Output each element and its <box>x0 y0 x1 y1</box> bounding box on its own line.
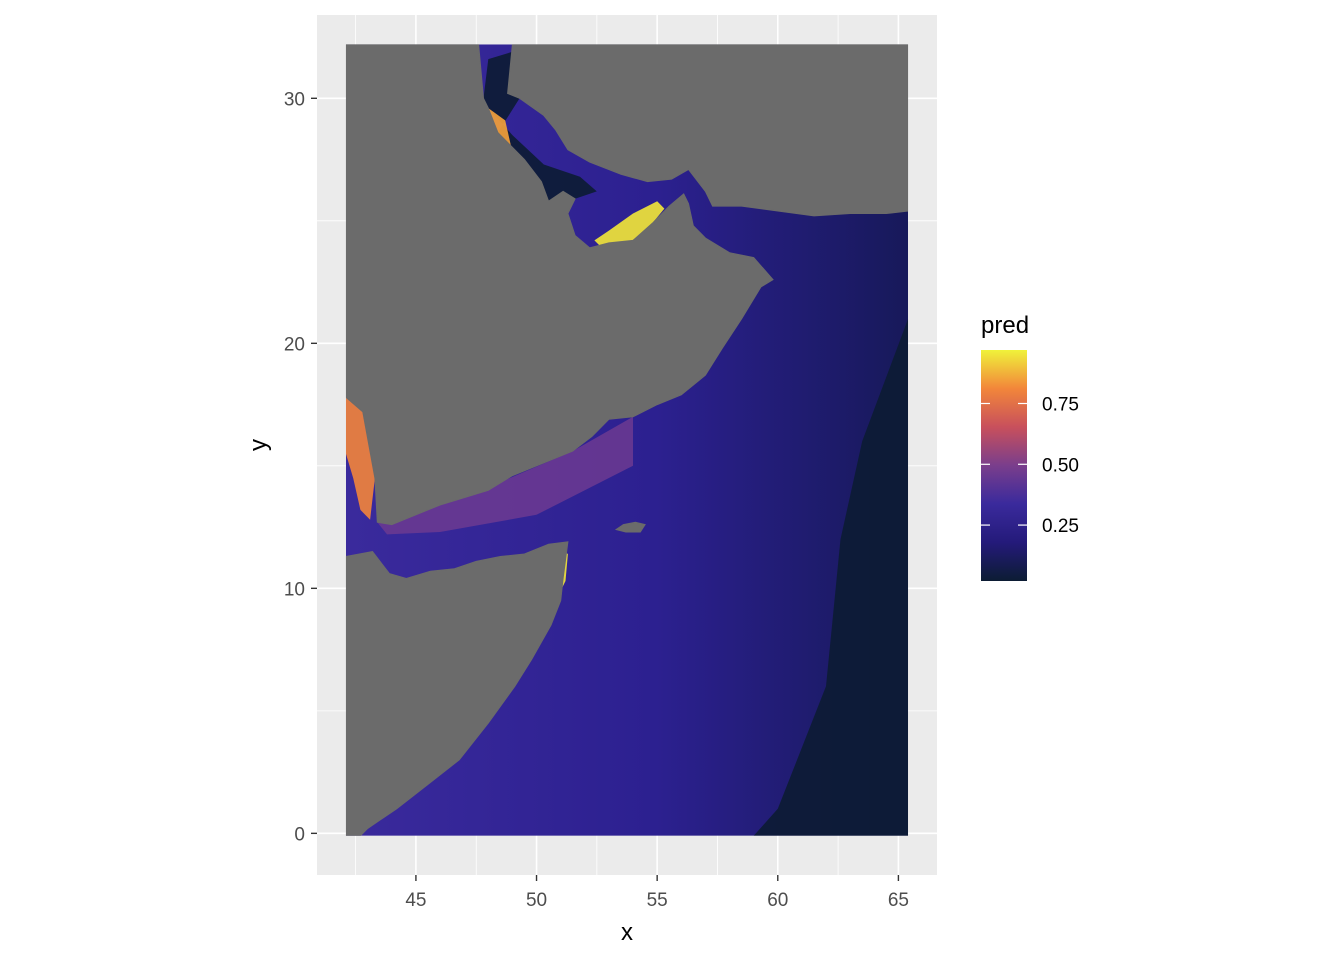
y-tick-label: 0 <box>294 824 305 845</box>
land-horn-of-africa <box>345 541 569 836</box>
y-axis-title: y <box>245 439 272 451</box>
legend-label: 0.50 <box>1042 455 1079 476</box>
eastern-basin <box>753 318 909 836</box>
x-tick-label: 60 <box>767 890 788 911</box>
legend-colorbar <box>981 350 1027 581</box>
y-tick-label: 20 <box>284 334 305 355</box>
red-sea-hotspot <box>345 397 375 520</box>
x-axis-title: x <box>621 919 633 946</box>
x-tick-label: 65 <box>888 890 909 911</box>
legend: pred 0.25 0.50 0.75 <box>981 312 1079 581</box>
raster-layer <box>345 44 909 836</box>
x-tick-label: 45 <box>405 890 426 911</box>
land-socotra <box>614 521 646 533</box>
legend-label: 0.75 <box>1042 394 1079 415</box>
axes: 45 50 55 60 65 0 10 20 30 <box>284 89 909 911</box>
legend-label: 0.25 <box>1042 516 1079 537</box>
y-tick-label: 30 <box>284 89 305 110</box>
land-arabian-peninsula <box>345 44 774 526</box>
y-tick-label: 10 <box>284 579 305 600</box>
uae-coast-hotspot <box>594 201 665 246</box>
x-tick-label: 55 <box>647 890 668 911</box>
legend-title: pred <box>981 312 1029 339</box>
land-iran <box>507 44 909 217</box>
x-tick-label: 50 <box>526 890 547 911</box>
legend-ticks: 0.25 0.50 0.75 <box>981 394 1079 537</box>
